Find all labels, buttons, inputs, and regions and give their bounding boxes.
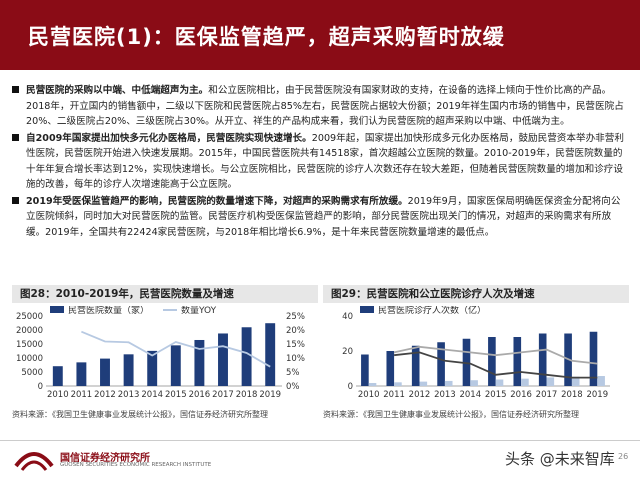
x-tick-label: 2017 xyxy=(536,390,558,400)
y-tick-label: 20000 xyxy=(16,326,43,336)
x-tick-label: 2015 xyxy=(485,390,507,400)
x-tick-label: 2018 xyxy=(236,390,258,400)
bar xyxy=(100,358,110,386)
bar xyxy=(495,379,504,386)
y-tick-label: 5000 xyxy=(21,368,43,378)
bar xyxy=(419,381,428,386)
bar xyxy=(470,380,478,386)
x-tick-label: 2013 xyxy=(434,390,456,400)
watermark: 头条 @未来智库 xyxy=(505,450,615,468)
series-line xyxy=(393,345,598,365)
y-tick-label: 25% xyxy=(286,312,305,322)
chart2-source: 资料来源：《我国卫生健康事业发展统计公报》，国信证券经济研究所整理 xyxy=(323,410,579,419)
y-tick-label: 25000 xyxy=(16,312,43,322)
bar xyxy=(194,339,205,386)
bar xyxy=(411,345,420,386)
chart1-title: 图28：2010-2019年，民营医院数量及增速 xyxy=(12,285,318,303)
logo-name: 国信证券经济研究所 xyxy=(60,453,150,464)
y-tick-label: 15% xyxy=(286,340,305,350)
y-tick-label: 20 xyxy=(342,347,353,357)
bullet-item: 2019年受医保监管趋严的影响，民营医院的数量增速下降，对超声的采购需求有所放缓… xyxy=(12,194,630,241)
series-line xyxy=(81,330,271,368)
bar xyxy=(571,376,580,386)
chart1-hospital-count: 民营医院数量（家） 数量YOY 0 5000 10000 15000 20000 25000 0… xyxy=(16,306,305,400)
bar xyxy=(394,382,402,386)
bar xyxy=(170,345,181,386)
page-title: 民营医院(1)：医保监管趋严，超声采购暂时放缓 xyxy=(28,25,505,49)
legend-swatch xyxy=(50,306,64,313)
guosen-logo-icon xyxy=(14,452,54,471)
bar xyxy=(361,354,369,386)
y-tick-label: 15000 xyxy=(16,340,43,350)
x-tick-label: 2012 xyxy=(94,390,116,400)
x-tick-label: 2015 xyxy=(165,390,187,400)
y-tick-label: 40 xyxy=(342,312,353,322)
bar xyxy=(444,380,453,386)
x-tick-label: 2018 xyxy=(561,390,583,400)
bullet-item: 民营医院的采购以中端、中低端超声为主。和公立医院相比，由于民营医院没有国家财政的… xyxy=(12,83,630,130)
x-tick-label: 2010 xyxy=(47,390,69,400)
bar xyxy=(386,351,395,386)
footer-divider xyxy=(0,440,640,441)
x-tick-label: 2011 xyxy=(71,390,93,400)
x-tick-label: 2019 xyxy=(586,390,608,400)
bullet-text: 2009年起，国家提出加快形成多元化办医格局，鼓励民营资本举办非营利性医院，民营… xyxy=(26,132,624,191)
bar xyxy=(513,337,522,386)
bar xyxy=(52,366,63,386)
legend-label: 数量YOY xyxy=(181,306,217,316)
x-tick-label: 2011 xyxy=(383,390,405,400)
bullet-lead: 自2009年国家提出加快多元化办医格局，民营医院实现快速增长。 xyxy=(26,132,312,144)
y-tick-label: 0 xyxy=(38,382,43,392)
bullet-text: 2019年9月，国家医保局明确医保资金分配将向公立医院倾斜，同时加大对民营医院的… xyxy=(26,195,621,238)
x-tick-label: 2017 xyxy=(212,390,234,400)
x-tick-label: 2016 xyxy=(510,390,532,400)
x-tick-label: 2016 xyxy=(189,390,211,400)
bullet-square-icon xyxy=(12,133,19,141)
page-number: 26 xyxy=(618,452,629,461)
bullet-list: 民营医院的采购以中端、中低端超声为主。和公立医院相比，由于民营医院没有国家财政的… xyxy=(12,83,630,241)
legend-swatch xyxy=(360,306,374,313)
chart1-source: 资料来源：《我国卫生健康事业发展统计公报》，国信证券经济研究所整理 xyxy=(12,410,268,419)
bar xyxy=(123,354,134,386)
x-tick-label: 2010 xyxy=(358,390,380,400)
chart2-title: 图29：民营医院和公立医院诊疗人次及增速 xyxy=(323,285,629,303)
bar xyxy=(488,337,496,386)
bullet-square-icon xyxy=(12,86,19,93)
bullet-text: 和公立医院相比，由于民营医院没有国家财政的支持，在设备的选择上倾向于性价比高的产… xyxy=(26,85,624,127)
x-tick-label: 2014 xyxy=(459,390,481,400)
bar xyxy=(589,331,598,386)
bar xyxy=(241,327,252,386)
title-bar: 民营医院(1)：医保监管趋严，超声采购暂时放缓 xyxy=(0,0,640,70)
x-tick-label: 2012 xyxy=(409,390,431,400)
bar xyxy=(265,323,276,386)
y-tick-label: 0 xyxy=(348,382,353,392)
legend-label: 民营医院数量（家） xyxy=(68,306,149,316)
bar xyxy=(597,376,605,386)
y-tick-label: 10% xyxy=(286,354,305,364)
legend-label: 民营医院诊疗人次数（亿） xyxy=(378,306,486,316)
bar xyxy=(76,362,87,386)
bar xyxy=(437,342,445,386)
y-tick-label: 0% xyxy=(286,382,300,392)
bullet-square-icon xyxy=(12,196,19,204)
bar xyxy=(546,377,555,386)
bar xyxy=(368,383,377,386)
bar xyxy=(218,333,228,386)
y-tick-label: 5% xyxy=(286,368,300,378)
bar xyxy=(538,333,547,386)
bullet-lead: 2019年受医保监管趋严的影响，民营医院的数量增速下降，对超声的采购需求有所放缓… xyxy=(26,195,408,207)
bullet-item: 自2009年国家提出加快多元化办医格局，民营医院实现快速增长。2009年起，国家… xyxy=(12,131,630,193)
bar xyxy=(521,378,529,386)
y-tick-label: 10000 xyxy=(16,354,43,364)
series-line xyxy=(394,351,598,379)
x-tick-label: 2014 xyxy=(141,390,163,400)
x-tick-label: 2013 xyxy=(118,390,140,400)
logo-name-en: GUOSEN SECURITIES ECONOMIC RESEARCH INST… xyxy=(60,462,212,468)
bar xyxy=(147,350,158,386)
chart2-visits: 民营医院诊疗人次数（亿） 0 20 40 2010 2011 2012 2013 2014 201… xyxy=(342,306,610,400)
y-tick-label: 20% xyxy=(286,326,305,336)
bullet-lead: 民营医院的采购以中端、中低端超声为主。 xyxy=(26,85,209,96)
x-tick-label: 2019 xyxy=(259,390,281,400)
